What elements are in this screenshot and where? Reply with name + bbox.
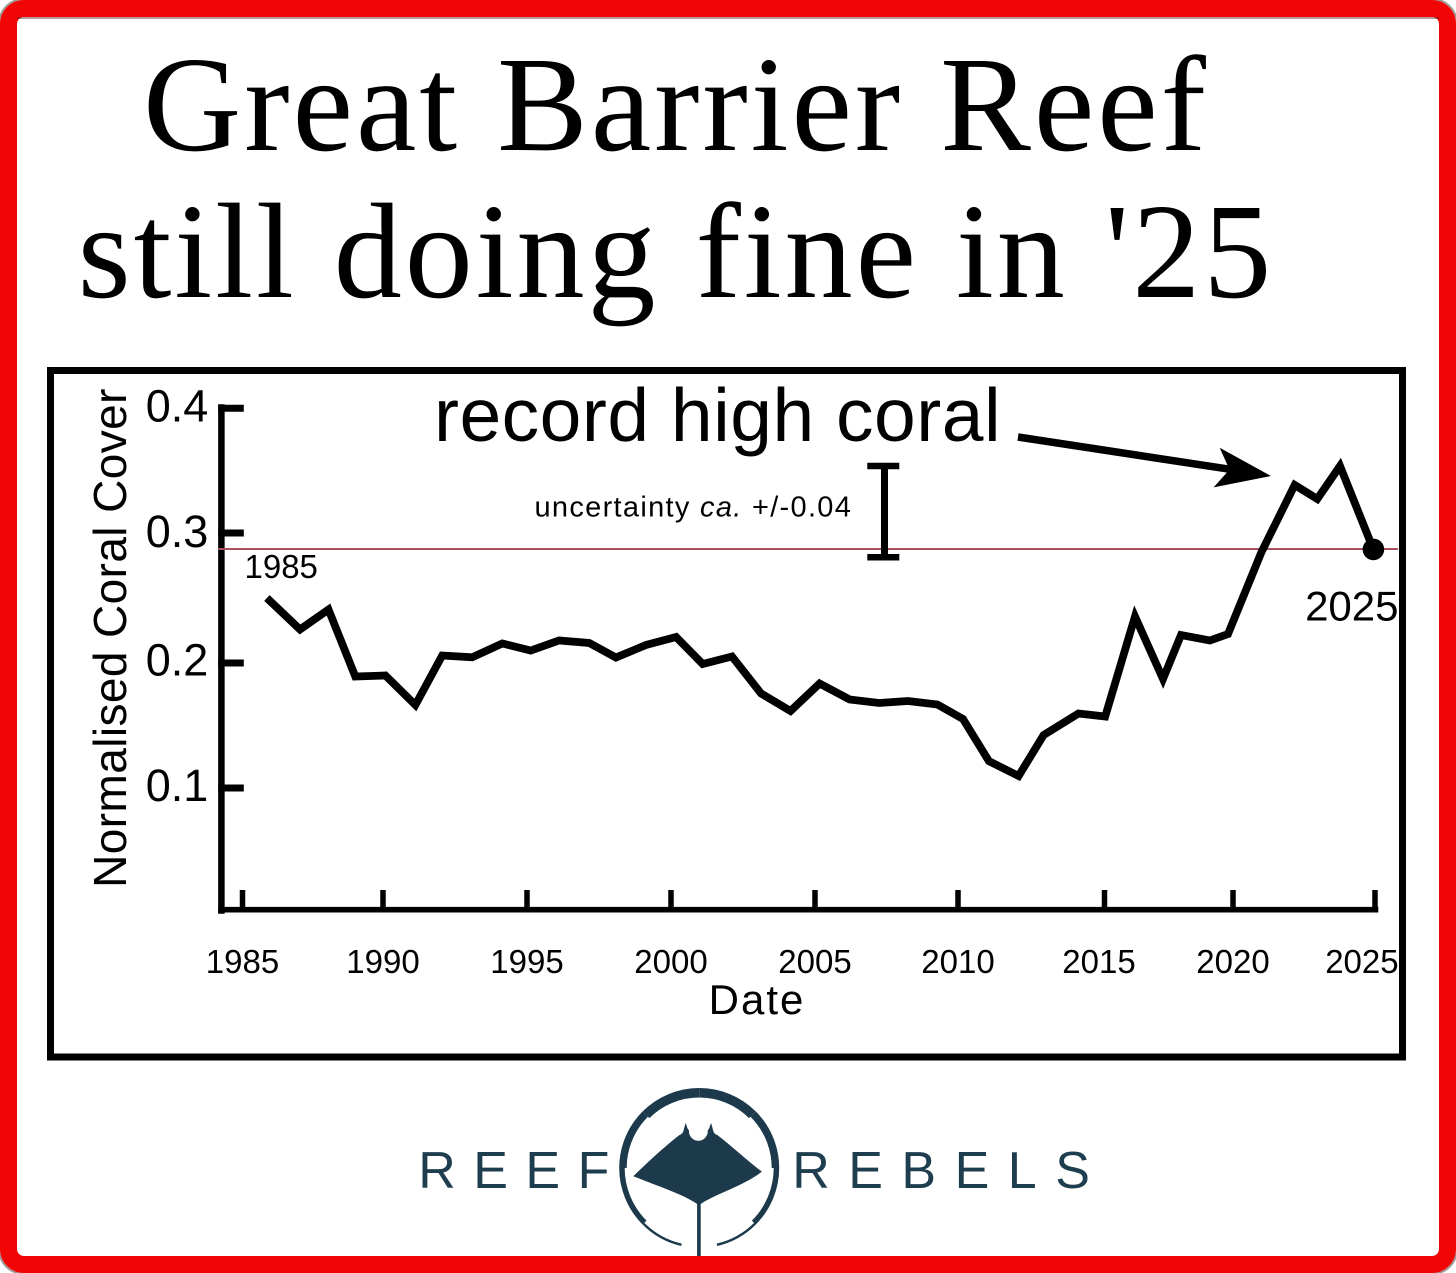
svg-text:2010: 2010 <box>921 943 994 980</box>
svg-text:2025: 2025 <box>1305 583 1398 630</box>
svg-text:2020: 2020 <box>1196 943 1269 980</box>
svg-text:2000: 2000 <box>634 943 707 980</box>
svg-text:Date: Date <box>709 976 806 1023</box>
svg-text:2005: 2005 <box>778 943 851 980</box>
svg-text:1985: 1985 <box>245 548 318 585</box>
svg-text:2015: 2015 <box>1062 943 1135 980</box>
svg-text:0.1: 0.1 <box>146 760 209 811</box>
svg-text:REBELS: REBELS <box>792 1142 1108 1200</box>
svg-text:REEF: REEF <box>418 1142 627 1200</box>
svg-text:uncertainty ca. +/-0.04: uncertainty ca. +/-0.04 <box>535 492 853 524</box>
svg-text:2025: 2025 <box>1325 943 1398 980</box>
svg-text:1995: 1995 <box>490 943 563 980</box>
svg-text:0.2: 0.2 <box>146 635 209 686</box>
svg-text:Normalised Coral Cover: Normalised Coral Cover <box>84 388 136 888</box>
svg-text:1990: 1990 <box>346 943 419 980</box>
svg-text:record high coral: record high coral <box>434 373 1001 457</box>
svg-text:0.3: 0.3 <box>146 506 209 557</box>
svg-text:0.4: 0.4 <box>146 381 209 432</box>
svg-text:1985: 1985 <box>206 943 279 980</box>
